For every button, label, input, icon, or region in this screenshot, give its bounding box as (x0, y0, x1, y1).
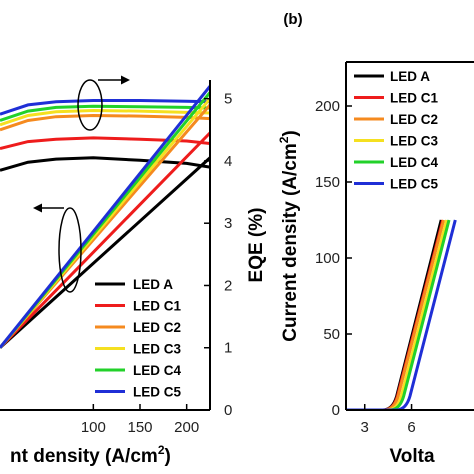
panel-b-y-tick-label: 100 (315, 250, 340, 267)
panel-a-y-tick-label: 5 (224, 91, 232, 108)
power-line-led-c1 (0, 131, 210, 349)
panel-a-y-right-axis-title: EQE (%) (246, 208, 267, 283)
panel-a-y-tick-label: 0 (224, 402, 232, 419)
panel-a-y-tick-label: 2 (224, 277, 232, 294)
iv-line-led-c2 (346, 219, 446, 410)
legend-label-led-c1: LED C1 (133, 299, 182, 314)
panel-a-axes (0, 80, 211, 411)
eqe-series-group (0, 99, 210, 172)
panel-a-x-tick-label: 150 (127, 419, 152, 436)
legend-label-led-c4: LED C4 (133, 363, 182, 378)
panel-a-legend: LED A LED C1 LED C2 LED C3 LED C4 LED C5 (95, 277, 182, 400)
panel-b-y-ticks: 0 50 100 150 200 (315, 98, 352, 419)
iv-line-led-c1 (346, 219, 445, 410)
legend-label-b-led-c4: LED C4 (390, 155, 439, 170)
panel-b-x-tick-label: 6 (407, 419, 415, 436)
eqe-line-led-c1 (0, 136, 210, 150)
panel-b-x-axis-title: Volta (389, 446, 434, 467)
power-line-led-a (0, 156, 210, 349)
legend-label-b-led-c1: LED C1 (390, 91, 439, 106)
eqe-line-led-c3 (0, 108, 210, 127)
iv-line-led-a (346, 219, 443, 410)
eqe-line-led-c4 (0, 104, 210, 122)
panel-a-x-tick-label: 100 (81, 419, 106, 436)
panel-b-x-tick-label: 3 (361, 419, 369, 436)
panel-b-y-tick-label: 0 (332, 402, 340, 419)
legend-label-b-led-c5: LED C5 (390, 177, 439, 192)
panel-a-x-ticks: 100 150 200 (81, 404, 199, 436)
legend-label-b-led-a: LED A (390, 69, 430, 84)
power-arrow-annotation (33, 203, 82, 293)
panel-b-y-axis-title: Current density (A/cm2) (277, 130, 301, 342)
panel-a-x-tick-label: 200 (174, 419, 199, 436)
panel-b-legend: LED A LED C1 LED C2 LED C3 LED C4 LED C5 (354, 69, 439, 192)
panel-b-y-tick-label: 150 (315, 174, 340, 191)
legend-label-b-led-c2: LED C2 (390, 112, 438, 127)
panel-a-y-tick-label: 4 (224, 153, 232, 170)
eqe-arrow-annotation (77, 75, 130, 131)
eqe-line-led-a (0, 156, 210, 172)
panel-a-x-axis-title: nt density (A/cm2) (10, 443, 171, 467)
iv-series-group (346, 219, 457, 410)
legend-label-led-c2: LED C2 (133, 320, 181, 335)
eqe-line-led-c5 (0, 99, 210, 116)
panel-a-chart: 100 150 200 0 1 2 3 4 5 LED A LED C1 LED C2 LED C3… (0, 75, 267, 467)
panel-b-y-tick-label: 200 (315, 98, 340, 115)
power-line-led-c5 (0, 85, 210, 349)
legend-label-b-led-c3: LED C3 (390, 134, 439, 149)
panel-a-y-right-ticks: 0 1 2 3 4 5 (204, 91, 232, 419)
panel-a-y-tick-label: 1 (224, 340, 232, 357)
legend-label-led-a: LED A (133, 277, 173, 292)
legend-label-led-c3: LED C3 (133, 342, 182, 357)
panel-b-y-tick-label: 50 (323, 326, 340, 343)
panel-b-axes (345, 61, 474, 411)
legend-label-led-c5: LED C5 (133, 385, 182, 400)
power-series-group (0, 85, 210, 349)
panel-a-y-tick-label: 3 (224, 215, 232, 232)
panel-b-label: (b) (283, 11, 302, 28)
